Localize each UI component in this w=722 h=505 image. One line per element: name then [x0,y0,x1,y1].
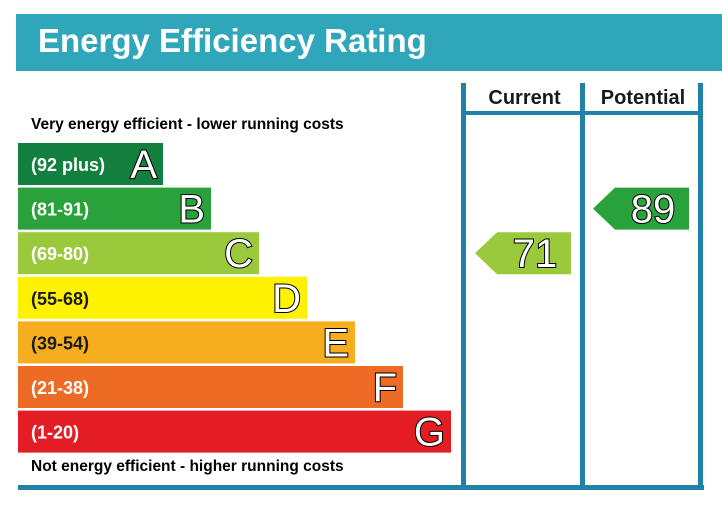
column-header-potential: Potential [601,87,685,109]
band-b-bar [18,187,211,230]
bottom-caption: Not energy efficient - higher running co… [31,458,344,475]
band-f-letter: F [373,366,397,410]
band-g-letter: G [414,411,445,455]
band-g-range-label: (1-20) [31,423,79,443]
current-rating-arrow [475,232,571,275]
frame-col-divider-left [461,83,466,488]
band-a-range-label: (92 plus) [31,155,105,175]
page-title: Energy Efficiency Rating [38,22,427,59]
band-d-letter: D [272,277,301,321]
band-e-letter: E [322,321,349,365]
band-g-bar [18,410,451,453]
band-a-letter: A [130,143,157,187]
band-e-bar [18,321,355,364]
potential-rating-value: 89 [631,188,676,232]
band-a-bar [18,143,163,185]
band-b-range-label: (81-91) [31,200,89,220]
band-f-bar [18,366,403,408]
frame-col-divider-middle [580,83,585,488]
frame-col-divider-right [698,83,703,488]
band-c-bar [18,232,259,275]
title-banner: Energy Efficiency Rating [16,14,722,71]
band-d-range-label: (55-68) [31,289,89,309]
band-b-letter: B [178,188,205,232]
top-caption: Very energy efficient - lower running co… [31,116,344,133]
band-c-letter: C [224,232,253,276]
column-header-current: Current [488,87,561,109]
band-c-range-label: (69-80) [31,244,89,264]
band-f-range-label: (21-38) [31,378,89,398]
potential-rating-arrow [593,187,689,230]
band-e-range-label: (39-54) [31,333,89,353]
frame-bottom-line [18,485,704,490]
current-rating-value: 71 [513,232,558,276]
frame-header-underline [461,111,703,115]
band-d-bar [18,276,307,319]
